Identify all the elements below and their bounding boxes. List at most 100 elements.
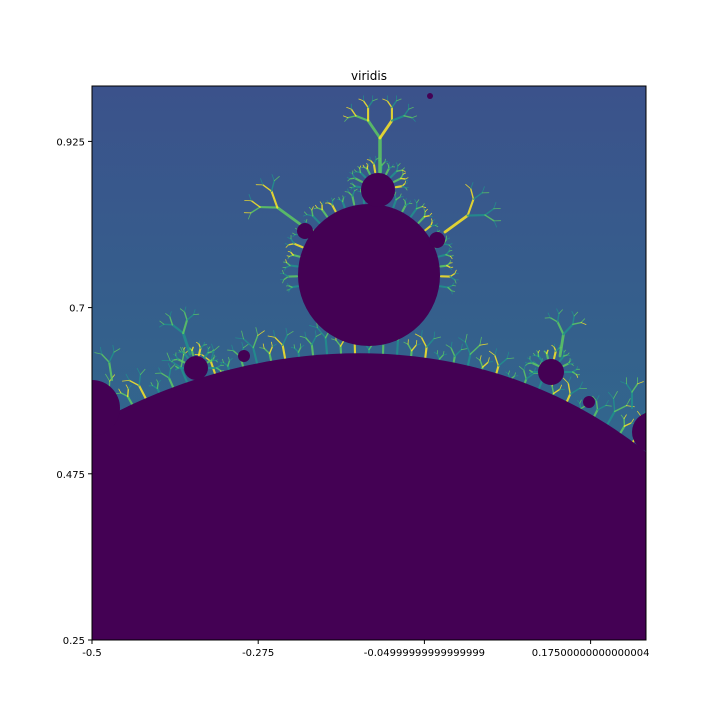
fringe-filament	[493, 220, 498, 228]
x-tick-label: -0.275	[242, 648, 274, 659]
fringe-filament	[567, 376, 572, 384]
fringe-filament	[290, 346, 296, 349]
fringe-filament	[448, 244, 452, 248]
fringe-filament	[384, 160, 389, 163]
fringe-filament	[86, 396, 89, 401]
fringe-filament	[227, 349, 234, 352]
fringe-filament	[439, 264, 448, 268]
fringe-filament	[423, 210, 426, 218]
fringe-filament	[92, 421, 94, 425]
fringe-filament	[446, 264, 452, 269]
fringe-filament	[315, 330, 317, 337]
fringe-filament	[553, 346, 557, 352]
fringe-filament	[397, 163, 401, 167]
fringe-filament	[449, 267, 452, 271]
plot-area	[78, 86, 659, 640]
fringe-filament	[443, 214, 470, 234]
fringe-filament	[465, 184, 472, 190]
fringe-filament	[563, 354, 569, 357]
fringe-filament	[392, 198, 398, 209]
fringe-filament	[497, 358, 508, 367]
fringe-filament	[394, 185, 404, 189]
fringe-filament	[415, 343, 422, 346]
fringe-filament	[267, 335, 276, 338]
fringe-filament	[416, 199, 420, 204]
fringe-filament	[289, 251, 294, 256]
fringe-filament	[213, 345, 220, 352]
fringe-filament	[285, 264, 291, 269]
fringe-filament	[651, 441, 656, 443]
fringe-filament	[247, 212, 252, 220]
fringe-filament	[506, 357, 515, 360]
fringe-filament	[437, 253, 448, 258]
fringe-filament	[637, 381, 644, 385]
y-axis: 0.25 0.475 0.7 0.925	[56, 137, 92, 647]
fringe-filament	[297, 346, 302, 353]
fringe-filament	[118, 388, 122, 394]
fringe-filament	[623, 414, 627, 420]
fringe-filament	[160, 372, 170, 379]
fringe-filament	[198, 340, 200, 345]
fringe-filament	[505, 371, 509, 375]
fringe-filament	[126, 388, 130, 398]
fringe-filament	[450, 347, 456, 357]
fringe-filament	[449, 275, 456, 281]
fringe-filament	[184, 306, 187, 313]
fringe-filament	[140, 368, 146, 375]
fringe-filament	[533, 352, 536, 356]
fringe-filament	[113, 348, 121, 353]
fringe-filament	[433, 331, 436, 340]
fringe-filament	[78, 414, 81, 415]
x-tick-label: -0.5	[82, 648, 102, 659]
fringe-filament	[358, 98, 364, 102]
fringe-filament	[424, 208, 428, 212]
fringe-filament	[388, 165, 393, 170]
fringe-filament	[287, 283, 289, 287]
fringe-filament	[303, 219, 307, 223]
fringe-filament	[431, 218, 433, 222]
fringe-filament	[169, 316, 174, 326]
fringe-filament	[215, 367, 222, 372]
fringe-filament	[576, 374, 579, 378]
fringe-filament	[644, 448, 646, 452]
fringe-filament	[316, 326, 327, 339]
x-axis: -0.5 -0.275 -0.04999999999999999 0.17500000…	[82, 640, 649, 659]
fringe-filament	[182, 318, 189, 335]
fringe-filament	[165, 313, 171, 318]
fringe-filament	[199, 344, 205, 349]
fringe-filament	[125, 373, 130, 381]
fringe-filament	[271, 341, 273, 348]
fringe-filament	[282, 279, 285, 284]
small-bulb-right-3	[583, 396, 595, 408]
fringe-filament	[652, 424, 659, 425]
fringe-filament	[470, 182, 474, 190]
fringe-filament	[341, 197, 345, 203]
fringe-filament	[439, 285, 450, 289]
fringe-filament	[170, 358, 175, 361]
fringe-filament	[423, 214, 431, 218]
fringe-filament	[508, 370, 510, 375]
fringe-filament	[286, 331, 294, 336]
fringe-filament	[175, 365, 179, 369]
fringe-filament	[445, 254, 452, 258]
fringe-filament	[400, 177, 407, 180]
fringe-filament	[293, 344, 296, 349]
fringe-filament	[400, 173, 404, 180]
fringe-filament	[399, 193, 402, 198]
fringe-filament	[250, 206, 261, 214]
fringe-filament	[525, 363, 529, 366]
fringe-filament	[303, 214, 308, 217]
fringe-filament	[369, 159, 375, 165]
fringe-filament	[558, 355, 565, 363]
fringe-filament	[396, 169, 403, 172]
fringe-filament	[547, 312, 551, 319]
fringe-filament	[450, 255, 453, 260]
fringe-filament	[562, 323, 574, 336]
fringe-filament	[460, 348, 468, 351]
fringe-filament	[527, 357, 531, 360]
fringe-filament	[403, 108, 410, 117]
fringe-filament	[270, 180, 275, 192]
fringe-filament	[357, 166, 361, 169]
fringe-filament	[341, 200, 346, 209]
